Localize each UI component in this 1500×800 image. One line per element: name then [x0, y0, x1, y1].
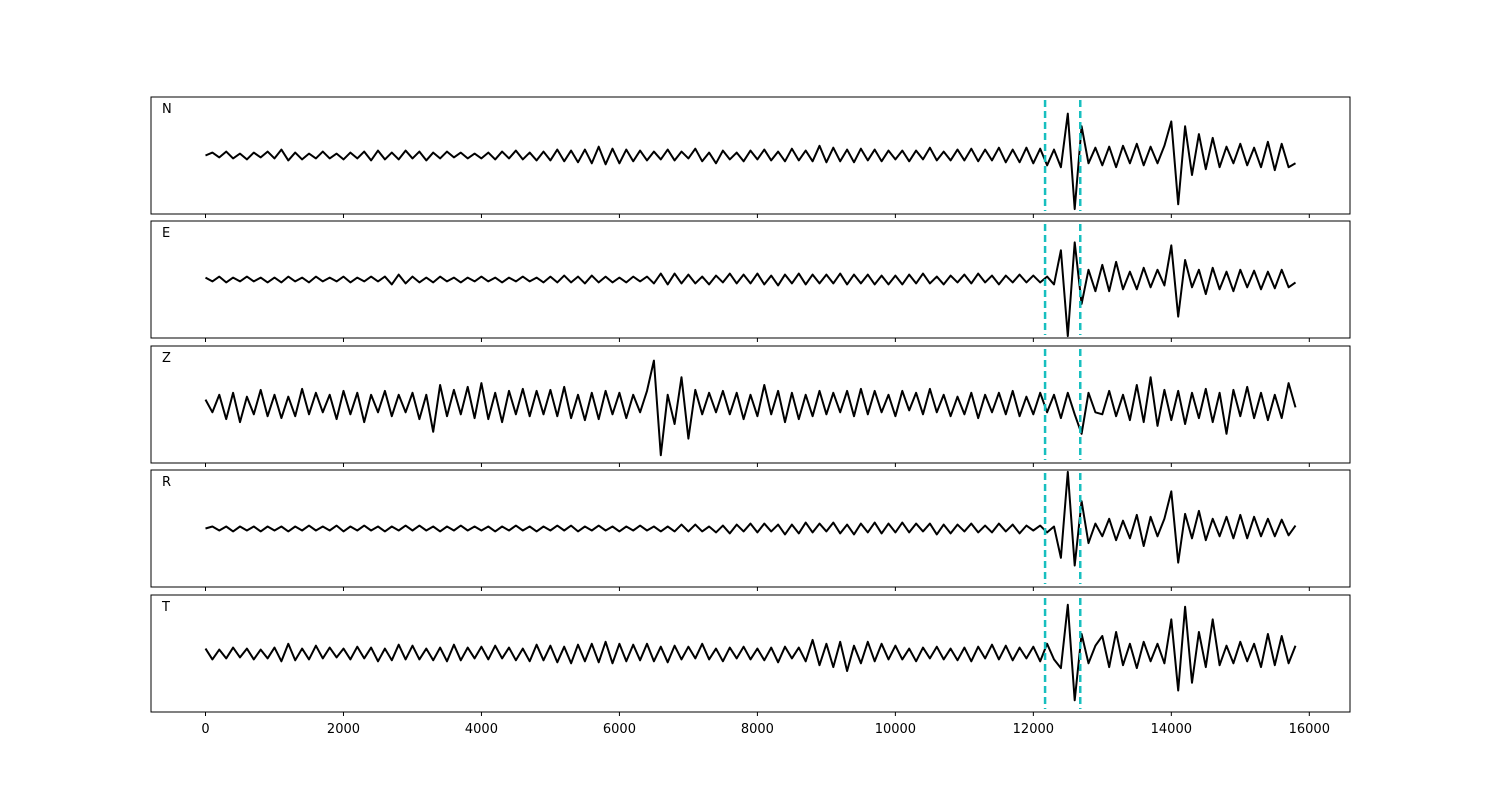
trace	[204, 603, 1297, 702]
panel-label: Z	[162, 351, 171, 366]
trace	[205, 241, 1297, 338]
trace	[205, 470, 1297, 567]
trace	[205, 112, 1296, 211]
panel-frame	[150, 220, 1351, 339]
panel-label: N	[162, 102, 172, 117]
x-tick-label: 10000	[875, 722, 916, 737]
panel-frame	[150, 96, 1351, 215]
panel-label: T	[161, 600, 170, 615]
x-tick-label: 14000	[1151, 722, 1192, 737]
panel-frame	[150, 594, 1351, 713]
x-tick-label: 6000	[603, 722, 636, 737]
x-tick-label: 16000	[1289, 722, 1330, 737]
panel-frame	[150, 469, 1351, 588]
x-tick-label: 12000	[1013, 722, 1054, 737]
x-tick-label: 2000	[327, 722, 360, 737]
x-tick-label: 0	[201, 722, 209, 737]
panel-label: E	[162, 226, 170, 241]
x-tick-label: 4000	[465, 722, 498, 737]
panel-frame	[150, 345, 1351, 464]
panel-label: R	[162, 475, 171, 490]
trace	[204, 359, 1297, 457]
x-tick-label: 8000	[741, 722, 774, 737]
